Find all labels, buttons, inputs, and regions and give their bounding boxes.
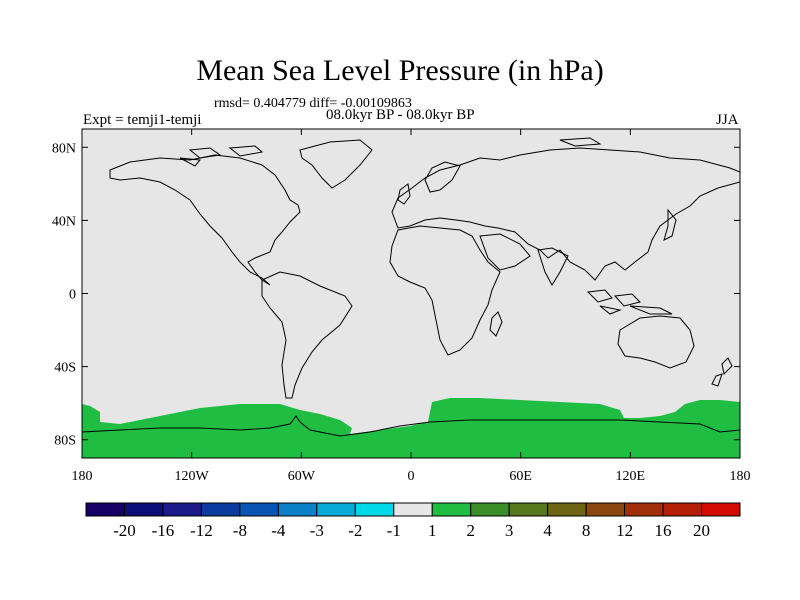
colorbar-swatch-14 <box>624 502 664 517</box>
britain-coastline <box>397 183 411 205</box>
africa-coastline <box>389 225 501 356</box>
map-content <box>82 137 740 458</box>
colorbar-label-1: -16 <box>152 521 175 540</box>
colorbar-swatch-9 <box>431 502 472 517</box>
y-tick-label-1: 40N <box>52 214 76 229</box>
colorbar-label-4: -4 <box>271 521 286 540</box>
colorbar-label-2: -12 <box>190 521 213 540</box>
colorbar-swatch-4 <box>239 502 279 517</box>
southeast-asia-islands <box>586 289 673 315</box>
colorbar-swatch-8 <box>393 502 433 517</box>
antarctic-anomaly-fill <box>82 398 740 458</box>
period-subtitle: 08.0kyr BP - 08.0kyr BP <box>326 107 475 123</box>
colorbar-swatch-13 <box>585 502 626 517</box>
longitude-axis: 180 120W 60W 0 60E 120E 180 <box>72 129 751 484</box>
colorbar-swatch-1 <box>123 502 164 517</box>
colorbar-swatch-10 <box>470 502 510 517</box>
colorbar-label-7: -1 <box>387 521 401 540</box>
colorbar-label-13: 12 <box>616 521 633 540</box>
south-america-coastline <box>261 271 353 399</box>
x-tick-label-5: 120E <box>616 469 646 484</box>
colorbar-swatch-16 <box>701 502 741 517</box>
x-tick-label-4: 60E <box>509 469 532 484</box>
north-america-coastline <box>109 154 301 286</box>
season-label: JJA <box>716 112 739 128</box>
latitude-axis: 80N 40N 0 40S 80S <box>52 141 740 449</box>
madagascar-coastline <box>489 311 503 337</box>
colorbar-label-6: -2 <box>348 521 362 540</box>
colorbar-label-3: -8 <box>233 521 247 540</box>
colorbar-swatch-5 <box>277 502 318 517</box>
colorbar-label-9: 2 <box>466 521 475 540</box>
colorbar-label-12: 8 <box>582 521 591 540</box>
colorbar-label-11: 4 <box>543 521 552 540</box>
new-zealand-coastline <box>711 357 733 387</box>
colorbar-label-0: -20 <box>113 521 136 540</box>
x-tick-label-0: 180 <box>72 469 93 484</box>
arabia-coastline <box>479 233 531 271</box>
greenland-coastline <box>299 139 373 189</box>
colorbar-swatch-7 <box>354 502 395 517</box>
colorbar-swatch-2 <box>162 502 202 517</box>
x-tick-label-1: 120W <box>175 469 210 484</box>
colorbar-swatch-6 <box>316 502 356 517</box>
colorbar-label-15: 20 <box>693 521 710 540</box>
x-tick-label-6: 180 <box>730 469 751 484</box>
antarctica-coastline <box>82 415 740 437</box>
colorbar-swatch-0 <box>85 502 125 517</box>
x-tick-label-2: 60W <box>288 469 316 484</box>
japan-coastline <box>663 208 677 241</box>
colorbar: -20 -16 -12 -8 -4 -3 -2 -1 1 2 3 4 8 12 16 20 <box>85 502 741 540</box>
australia-coastline <box>617 315 695 369</box>
arctic-islands <box>179 137 602 167</box>
scandinavia-coastline <box>424 161 461 193</box>
colorbar-label-5: -3 <box>310 521 324 540</box>
colorbar-swatch-11 <box>508 502 549 517</box>
map-title: Mean Sea Level Pressure (in hPa) <box>196 54 604 87</box>
india-coastline <box>537 247 569 287</box>
y-tick-label-4: 80S <box>54 434 76 449</box>
x-tick-label-3: 0 <box>408 469 415 484</box>
colorbar-label-10: 3 <box>505 521 514 540</box>
colorbar-swatch-15 <box>662 502 703 517</box>
map-background <box>82 129 740 458</box>
colorbar-label-8: 1 <box>428 521 437 540</box>
y-tick-label-0: 80N <box>52 141 76 156</box>
y-tick-label-3: 40S <box>54 361 76 376</box>
colorbar-label-14: 16 <box>655 521 672 540</box>
stats-subtitle: rmsd= 0.404779 diff= -0.00109863 <box>214 96 412 111</box>
colorbar-swatch-3 <box>200 502 241 517</box>
experiment-label: Expt = temji1-temji <box>83 112 202 128</box>
colorbar-swatch-12 <box>547 502 587 517</box>
y-tick-label-2: 0 <box>69 288 76 303</box>
